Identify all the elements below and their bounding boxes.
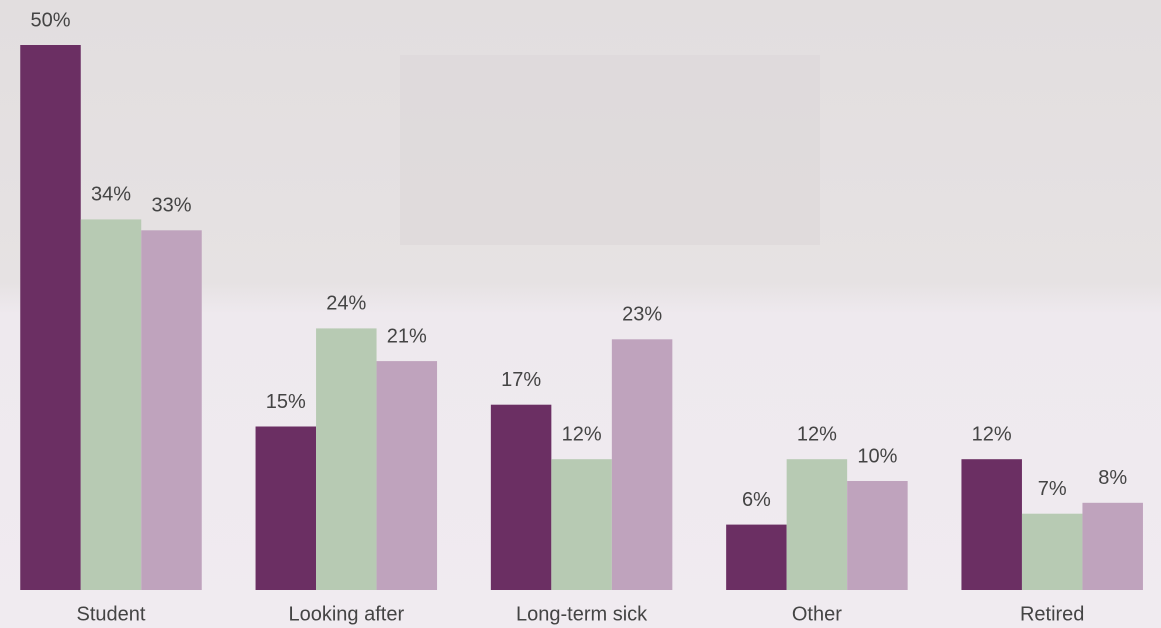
bar (376, 361, 438, 590)
data-label: 34% (91, 184, 131, 206)
data-label: 12% (797, 423, 837, 445)
bar (551, 459, 612, 590)
background-building (400, 55, 820, 245)
data-label: 8% (1098, 467, 1127, 489)
bar (255, 426, 317, 590)
data-label: 7% (1038, 478, 1067, 500)
bar (611, 339, 673, 590)
data-label: 50% (30, 9, 70, 31)
bar (1082, 502, 1143, 590)
bar (786, 459, 848, 590)
data-label: 21% (387, 325, 427, 347)
data-label: 10% (857, 445, 897, 467)
bar (726, 524, 787, 590)
x-tick-label: Student (77, 603, 146, 625)
data-label: 15% (266, 391, 306, 413)
data-label: 12% (562, 423, 602, 445)
bar (141, 230, 202, 591)
bar (80, 219, 142, 590)
data-label: 24% (326, 293, 366, 315)
x-tick-label: Other (792, 603, 842, 625)
x-tick-label: Retired (1020, 603, 1084, 625)
bar (847, 481, 908, 590)
bar (316, 328, 377, 590)
x-tick-label: Looking after (288, 603, 404, 625)
data-label: 6% (742, 489, 771, 511)
bar (1021, 513, 1083, 590)
data-label: 23% (622, 304, 662, 326)
data-label: 12% (972, 423, 1012, 445)
data-label: 33% (151, 195, 191, 217)
x-tick-label: Long-term sick (516, 603, 648, 625)
bar (490, 404, 552, 590)
bar (961, 459, 1022, 590)
data-label: 17% (501, 369, 541, 391)
bar (20, 45, 81, 590)
